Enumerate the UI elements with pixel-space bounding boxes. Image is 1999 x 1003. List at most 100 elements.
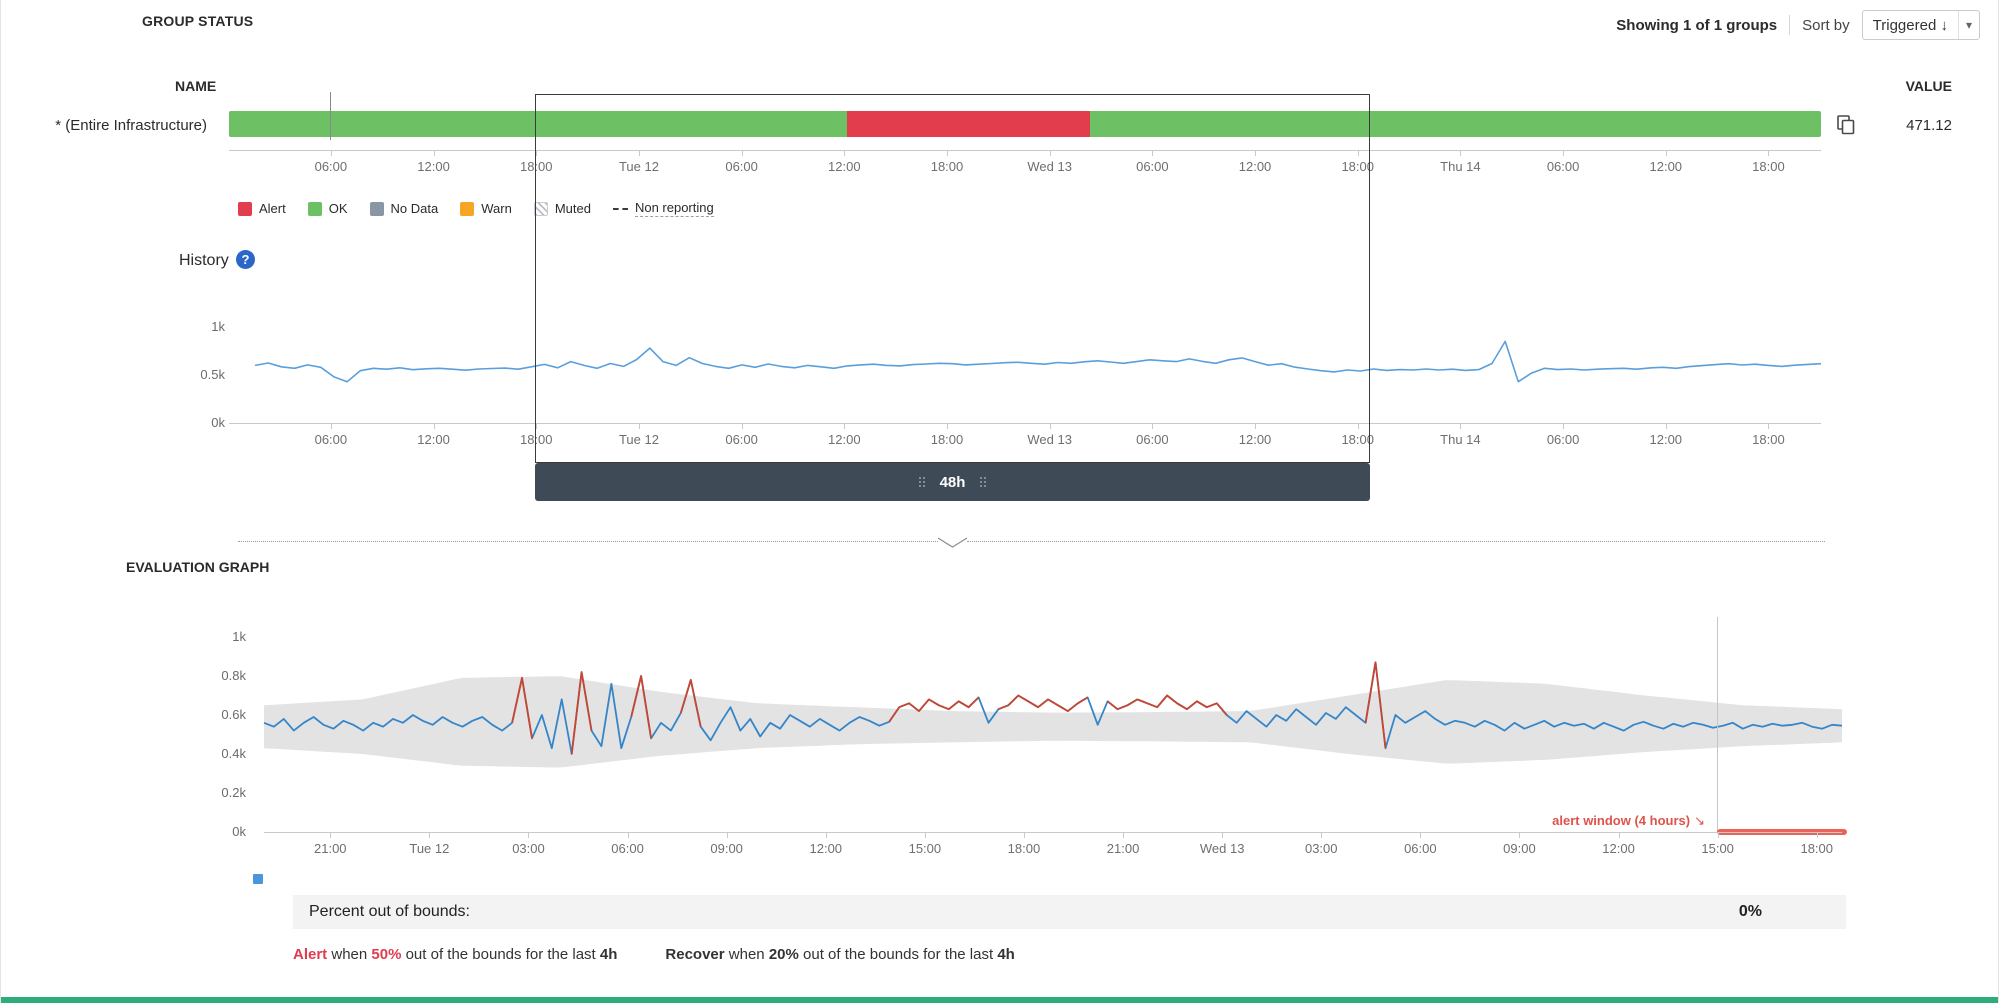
eval-alert-segment: [1107, 694, 1228, 716]
eval-alert-segment: [511, 677, 533, 739]
name-column-header: NAME: [175, 78, 217, 94]
group-row-value: 471.12: [1906, 117, 1952, 134]
eval-alert-segment: [570, 671, 593, 755]
axis-label: 18:00: [519, 159, 553, 174]
axis-tick: [946, 151, 948, 156]
sort-by-label: Sort by: [1802, 16, 1850, 34]
warn-swatch-icon: [460, 201, 475, 216]
axis-label: 06:00: [1546, 159, 1580, 174]
axis-tick: [1255, 424, 1257, 429]
axis-label: 18:00: [1752, 432, 1785, 447]
rule-text: when: [327, 946, 372, 963]
axis-label: 12:00: [1602, 841, 1635, 856]
evaluation-y-label: 0.4k: [221, 746, 246, 761]
sort-dropdown-value: Triggered ↓: [1872, 16, 1948, 34]
copy-icon[interactable]: [1835, 114, 1857, 136]
drag-grip-icon[interactable]: [979, 476, 987, 488]
axis-tick: [1123, 833, 1125, 838]
axis-tick: [1255, 151, 1257, 156]
axis-label: 06:00: [1136, 159, 1169, 174]
axis-label: 12:00: [1649, 159, 1683, 174]
axis-tick: [1816, 833, 1818, 838]
axis-tick: [1152, 151, 1154, 156]
legend-label: No Data: [390, 201, 439, 216]
axis-label: 09:00: [1503, 841, 1536, 856]
axis-label: Tue 12: [409, 841, 450, 856]
axis-tick: [1049, 151, 1051, 156]
axis-tick: [1768, 424, 1770, 429]
alert-swatch-icon: [238, 201, 252, 216]
arrow-down-right-icon: ↘: [1694, 813, 1705, 828]
group-row-name[interactable]: * (Entire Infrastructure): [55, 117, 207, 134]
axis-tick: [1420, 833, 1422, 838]
evaluation-chart[interactable]: [263, 637, 1843, 832]
axis-label: 12:00: [809, 841, 843, 856]
axis-tick: [741, 151, 743, 156]
axis-label: 21:00: [1106, 841, 1140, 856]
axis-label: 09:00: [710, 841, 743, 856]
axis-tick: [638, 424, 640, 429]
axis-tick: [1768, 151, 1770, 156]
axis-label: 06:00: [1136, 432, 1169, 447]
help-icon[interactable]: ?: [236, 250, 255, 269]
eval-alert-segment: [1364, 661, 1387, 749]
time-selection-brush[interactable]: [535, 94, 1370, 463]
series-legend-swatch[interactable]: [253, 874, 263, 884]
axis-tick: [844, 424, 846, 429]
axis-tick: [1222, 833, 1224, 838]
evaluation-y-label: 0.6k: [221, 707, 246, 722]
connector-dotted-line: [967, 541, 1825, 542]
showing-groups-count: Showing 1 of 1 groups: [1616, 16, 1778, 34]
axis-tick: [1563, 424, 1565, 429]
timeline-cursor-line: [330, 92, 331, 140]
axis-tick: [741, 424, 743, 429]
status-segment-ok[interactable]: [229, 111, 847, 137]
axis-tick: [1321, 833, 1323, 838]
alert-keyword: Alert: [293, 946, 328, 963]
axis-tick: [844, 151, 846, 156]
axis-label: 15:00: [1701, 841, 1734, 856]
recover-duration: 4h: [997, 946, 1015, 963]
axis-label: 18:00: [1341, 159, 1374, 174]
axis-label: 03:00: [1304, 841, 1338, 856]
axis-tick: [1717, 833, 1719, 838]
status-segment-ok[interactable]: [1090, 111, 1821, 137]
axis-tick: [330, 151, 332, 156]
history-series-line: [254, 340, 1822, 383]
muted-swatch-icon: [533, 201, 548, 216]
axis-label: 12:00: [828, 432, 861, 447]
axis-label: 18:00: [1007, 841, 1041, 856]
axis-label: 18:00: [1752, 159, 1785, 174]
recover-keyword: Recover: [665, 946, 725, 963]
drag-grip-icon[interactable]: [918, 476, 926, 488]
alert-window-text: alert window (4 hours): [1552, 813, 1691, 828]
axis-label: 06:00: [314, 159, 348, 174]
axis-tick: [1618, 833, 1620, 838]
axis-label: 18:00: [930, 159, 964, 174]
axis-label: 06:00: [611, 841, 644, 856]
header-controls: Showing 1 of 1 groups Sort by Triggered …: [1616, 10, 1980, 40]
brush-handle-bar[interactable]: 48h: [535, 463, 1370, 501]
axis-label: 12:00: [828, 159, 861, 174]
axis-label: 12:00: [417, 432, 450, 447]
status-time-axis: 06:00 12:00 18:00 Tue 12 06:00 12:00 18:00 Wed …: [229, 150, 1821, 184]
axis-label: 06:00: [1546, 432, 1580, 447]
history-chart[interactable]: [254, 327, 1822, 423]
alert-rule: Alert when 50% out of the bounds for the…: [293, 946, 617, 963]
axis-tick: [330, 424, 332, 429]
status-segment-alert[interactable]: [846, 111, 1091, 137]
evaluation-time-axis: 21:00 Tue 12 03:00 06:00 09:00 12:00 15:00 18:0…: [264, 832, 1842, 866]
axis-tick: [536, 424, 538, 429]
sort-dropdown[interactable]: Triggered ↓ ▾: [1861, 10, 1980, 40]
recover-threshold-value: 20%: [768, 946, 799, 963]
axis-label: 18:00: [1800, 841, 1834, 856]
eval-alert-segment: [679, 679, 702, 727]
evaluation-chart-svg: [263, 661, 1843, 768]
alert-duration: 4h: [599, 946, 618, 963]
axis-label: 12:00: [1238, 432, 1272, 447]
axis-tick: [1460, 424, 1462, 429]
group-status-timeline-bar[interactable]: [229, 111, 1821, 137]
axis-label: 03:00: [512, 841, 545, 856]
legend-item-alert: Alert: [238, 201, 286, 216]
